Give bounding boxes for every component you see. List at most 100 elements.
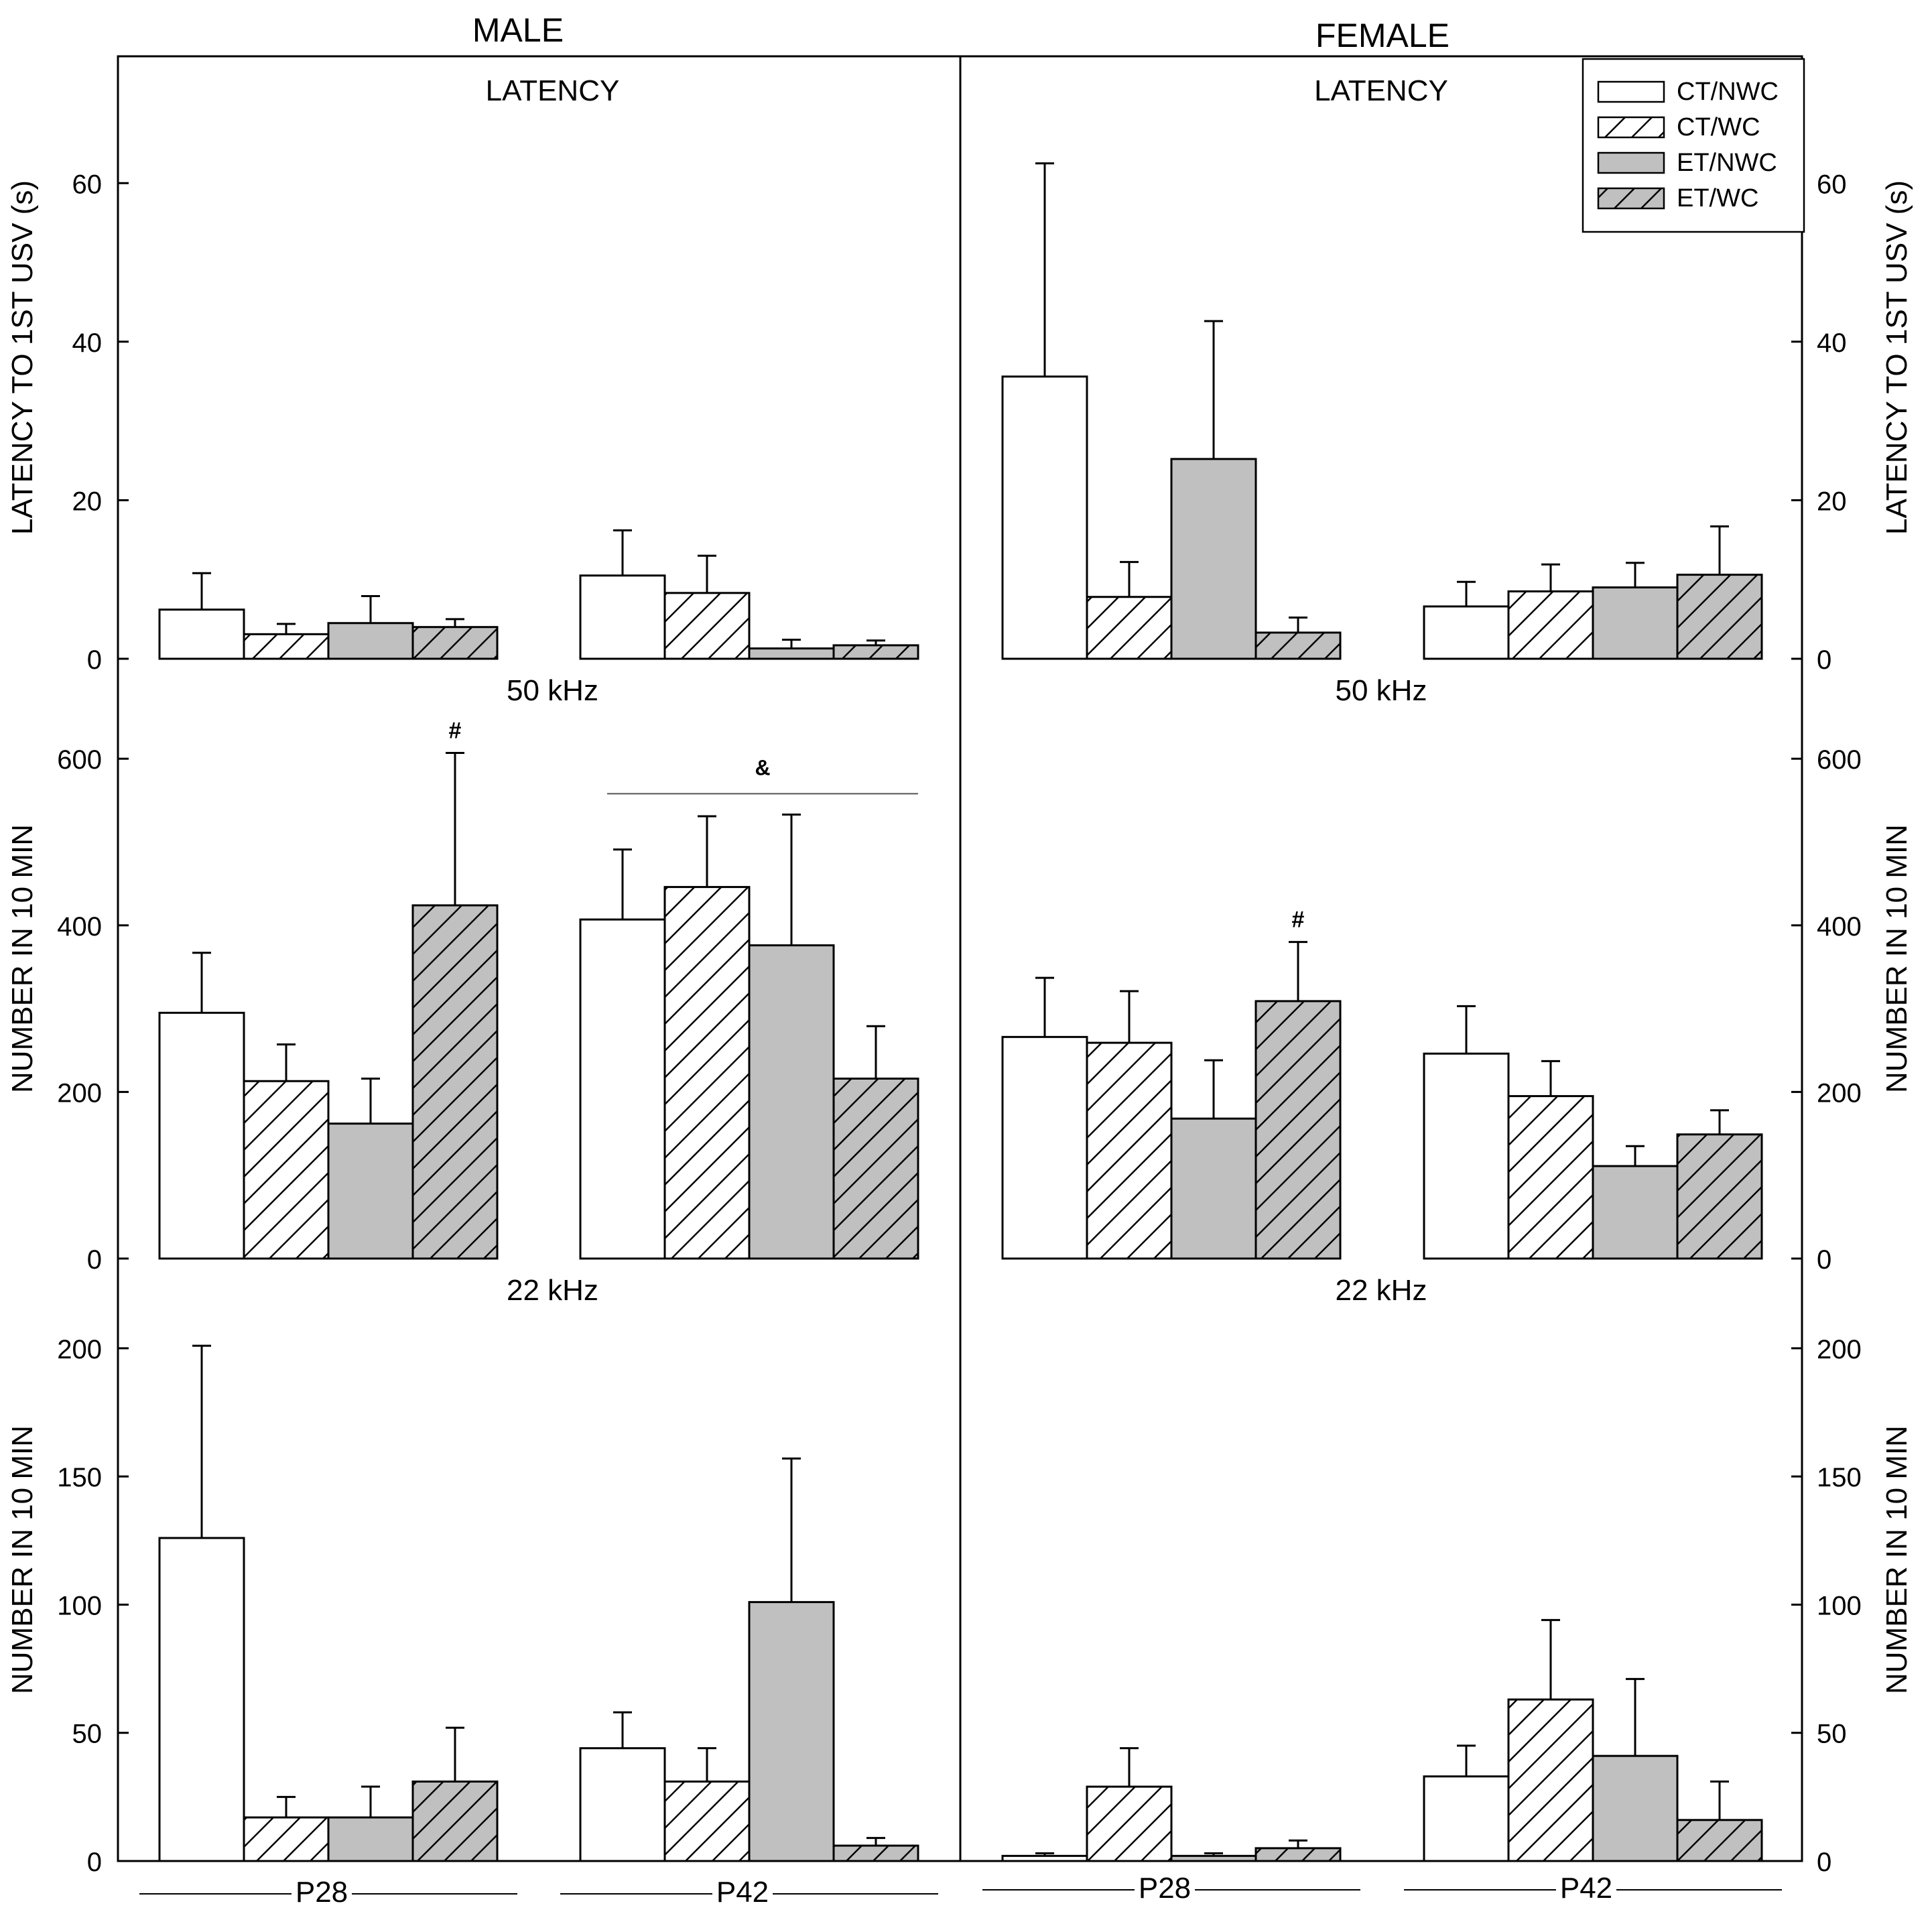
- female-heading: FEMALE: [1315, 17, 1450, 54]
- bar-ct-wc-p42: [1507, 1698, 1594, 1862]
- y-tick-label: 600: [57, 745, 102, 775]
- significance-mark: #: [449, 718, 462, 743]
- x-group-label: P28: [296, 1876, 348, 1909]
- bar-et-wc-p28: [411, 626, 499, 660]
- bar-et-nwc-p28: [327, 622, 414, 660]
- bar-et-nwc-p42: [1592, 1754, 1679, 1862]
- panel-male-0: LATENCY 0 20 40 60 LATENCY TO 1ST USV (s): [6, 74, 919, 675]
- bar-et-wc-p28: [411, 1780, 499, 1862]
- y-tick-label: 0: [1817, 1848, 1831, 1877]
- y-tick-label: 40: [72, 328, 103, 358]
- y-tick-label: 0: [87, 645, 102, 675]
- bar-ct-wc-p42: [1507, 590, 1594, 660]
- y-axis-label: NUMBER IN 10 MIN: [1880, 824, 1913, 1093]
- y-tick-label: 100: [1817, 1591, 1862, 1620]
- bar-ct-nwc-p28: [1001, 1854, 1088, 1862]
- bar-et-nwc-p42: [1592, 1165, 1679, 1260]
- bar-et-wc-p42: [1676, 574, 1763, 660]
- legend-label: CT/WC: [1677, 113, 1760, 141]
- bar-ct-wc-p28: [1086, 596, 1173, 660]
- bar-ct-nwc-p42: [1423, 1775, 1510, 1862]
- bar-ct-nwc-p28: [1001, 1035, 1088, 1260]
- y-tick-label: 60: [1817, 170, 1847, 199]
- panel-female-3: 50 kHz 0 200 400 600 NUMBER IN 10 MIN #: [1001, 674, 1913, 1275]
- bar-ct-nwc-p42: [1423, 1052, 1510, 1260]
- y-tick-label: 0: [87, 1848, 102, 1877]
- bar-et-nwc-p28: [327, 1123, 414, 1260]
- bar-ct-nwc-p28: [1001, 375, 1088, 660]
- bar-ct-wc-p28: [243, 1080, 330, 1260]
- bar-et-nwc-p28: [327, 1816, 414, 1862]
- bar-et-nwc-p28: [1170, 458, 1257, 660]
- y-tick-label: 0: [87, 1245, 102, 1275]
- x-group-label: P28: [1139, 1872, 1191, 1905]
- legend-swatch: [1597, 80, 1665, 103]
- panel-female-5: 22 kHz 0 50 100 150 200 NUMBER IN 10 MIN: [1001, 1274, 1913, 1877]
- legend-label: ET/WC: [1677, 184, 1758, 212]
- y-axis-label: NUMBER IN 10 MIN: [6, 824, 39, 1093]
- significance-mark: #: [1292, 907, 1305, 933]
- y-tick-label: 50: [1817, 1720, 1847, 1749]
- panel-title: LATENCY: [486, 74, 620, 107]
- y-tick-label: 50: [72, 1720, 103, 1749]
- x-group-labels: P28 P42 P28 P42: [139, 1872, 1782, 1909]
- panel-title: 22 kHz: [1336, 1274, 1427, 1307]
- x-group-label: P42: [1560, 1872, 1612, 1905]
- legend: CT/NWC CT/WC ET/NWC ET/WC: [1582, 58, 1805, 233]
- y-tick-label: 150: [57, 1463, 102, 1492]
- y-tick-label: 200: [1817, 1335, 1862, 1364]
- bar-ct-nwc-p42: [1423, 605, 1510, 660]
- legend-swatch: [1597, 116, 1665, 139]
- legend-swatch: [1597, 151, 1665, 174]
- x-group-label: P42: [716, 1876, 769, 1909]
- bar-ct-wc-p42: [1507, 1095, 1594, 1260]
- bar-ct-wc-p42: [663, 1780, 751, 1862]
- bar-ct-wc-p28: [1086, 1041, 1173, 1260]
- bar-ct-nwc-p28: [158, 1011, 245, 1260]
- bar-ct-nwc-p42: [579, 574, 666, 660]
- y-tick-label: 200: [1817, 1078, 1862, 1108]
- bar-ct-nwc-p42: [579, 918, 666, 1260]
- bar-ct-wc-p28: [1086, 1785, 1173, 1862]
- bar-ct-wc-p28: [243, 633, 330, 660]
- legend-label: CT/NWC: [1677, 78, 1779, 106]
- bar-ct-wc-p42: [663, 886, 751, 1260]
- panel-male-2: 50 kHz 0 200 400 600 NUMBER IN 10 MIN # &: [6, 674, 919, 1275]
- y-tick-label: 400: [1817, 912, 1862, 942]
- bar-et-wc-p28: [1254, 631, 1342, 660]
- bar-et-wc-p42: [1676, 1133, 1763, 1260]
- y-tick-label: 600: [1817, 745, 1862, 775]
- legend-label: ET/NWC: [1677, 149, 1777, 177]
- y-tick-label: 60: [72, 170, 103, 199]
- y-axis-label: LATENCY TO 1ST USV (s): [6, 180, 39, 535]
- panel-male-4: 22 kHz 0 50 100 150 200 NUMBER IN 10 MIN: [6, 1274, 919, 1877]
- y-axis-label: NUMBER IN 10 MIN: [1880, 1425, 1913, 1694]
- bar-et-nwc-p28: [1170, 1854, 1257, 1862]
- y-axis-label: NUMBER IN 10 MIN: [6, 1425, 39, 1694]
- bar-et-wc-p42: [832, 644, 919, 660]
- y-tick-label: 0: [1817, 645, 1831, 675]
- bar-ct-nwc-p28: [158, 1537, 245, 1862]
- y-tick-label: 20: [72, 487, 103, 516]
- bar-et-nwc-p42: [748, 647, 835, 660]
- y-tick-label: 400: [57, 912, 102, 942]
- bar-ct-nwc-p28: [158, 608, 245, 660]
- legend-swatch: [1597, 187, 1665, 210]
- y-tick-label: 150: [1817, 1463, 1862, 1492]
- panel-title: LATENCY: [1314, 74, 1448, 107]
- y-tick-label: 20: [1817, 487, 1847, 516]
- bar-ct-wc-p42: [663, 592, 751, 660]
- bar-et-wc-p42: [832, 1078, 919, 1260]
- panel-title: 50 kHz: [1336, 674, 1427, 707]
- bar-et-nwc-p42: [1592, 586, 1679, 660]
- y-tick-label: 200: [57, 1078, 102, 1108]
- bar-et-wc-p42: [1676, 1819, 1763, 1862]
- significance-mark: &: [755, 755, 770, 779]
- panel-title: 50 kHz: [507, 674, 598, 707]
- bar-et-nwc-p42: [748, 944, 835, 1260]
- bar-et-wc-p28: [411, 904, 499, 1260]
- panel-title: 22 kHz: [507, 1274, 598, 1307]
- y-axis-label: LATENCY TO 1ST USV (s): [1880, 180, 1913, 535]
